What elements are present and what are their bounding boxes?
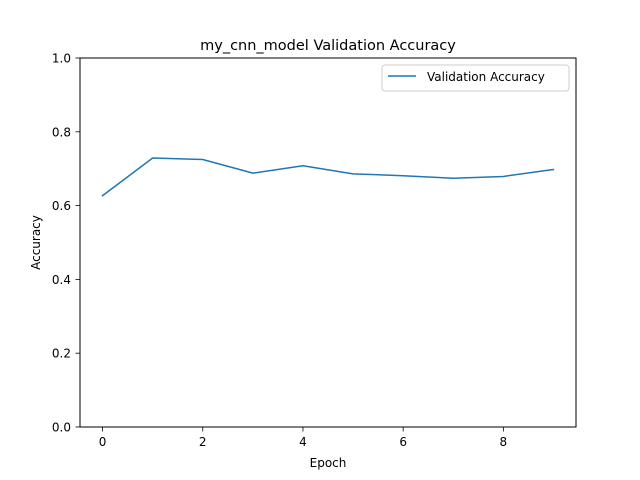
x-tick-label: 6 [399, 435, 407, 449]
x-tick-label: 8 [500, 435, 508, 449]
x-tick-label: 4 [299, 435, 307, 449]
series-line-validation-accuracy [101, 157, 555, 197]
legend-label-validation-accuracy: Validation Accuracy [427, 70, 545, 84]
x-tick-label: 0 [99, 435, 107, 449]
y-tick-label: 0.6 [52, 199, 71, 213]
y-axis-label: Accuracy [29, 215, 43, 270]
y-tick-label: 0.4 [52, 273, 71, 287]
x-tick-label: 2 [199, 435, 207, 449]
chart-title: my_cnn_model Validation Accuracy [200, 38, 456, 54]
y-tick-label: 0.8 [52, 125, 71, 139]
x-axis-label: Epoch [310, 456, 347, 470]
x-axis: 0 2 4 6 8 [99, 427, 507, 449]
y-tick-label: 0.0 [52, 421, 71, 435]
y-tick-label: 0.2 [52, 347, 71, 361]
series-layer [101, 157, 555, 197]
legend: Validation Accuracy [381, 64, 570, 92]
plot-area [79, 57, 577, 428]
y-tick-label: 1.0 [52, 52, 71, 66]
legend-box [381, 64, 570, 92]
y-axis: 0.0 0.2 0.4 0.6 0.8 1.0 [52, 52, 80, 435]
